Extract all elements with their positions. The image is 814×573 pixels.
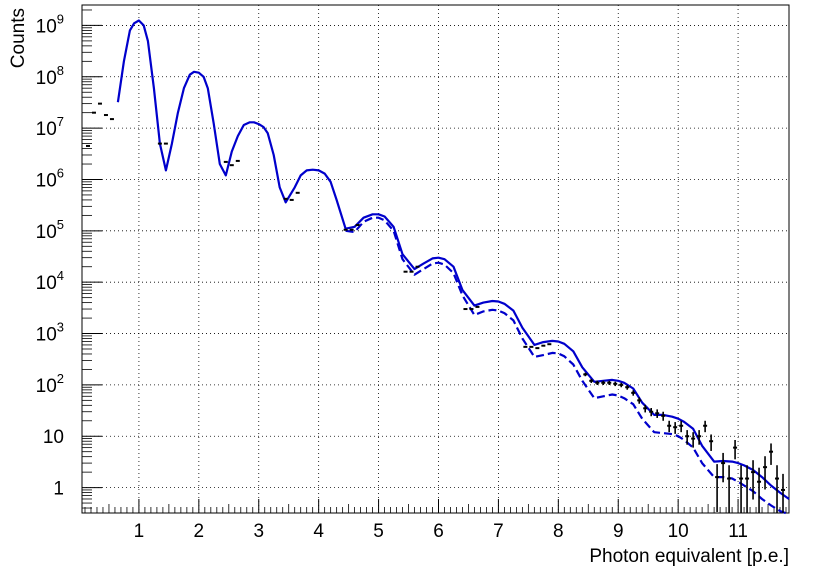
data-point [667, 420, 672, 433]
data-point [769, 443, 774, 465]
data-point [643, 404, 648, 413]
data-point [739, 465, 744, 513]
x-tick-label: 3 [253, 521, 264, 542]
data-point [691, 432, 696, 448]
y-tick-label: 10 [43, 427, 64, 448]
y-tick-label: 106 [36, 165, 64, 191]
data-point [775, 465, 780, 513]
x-tick-label: 11 [728, 521, 748, 542]
data-point [715, 464, 720, 512]
data-points [85, 102, 786, 513]
data-point [583, 372, 588, 377]
data-point [679, 420, 684, 433]
data-point [721, 452, 726, 483]
data-point [649, 407, 654, 417]
data-point [589, 378, 594, 383]
data-point [757, 467, 762, 513]
x-tick-label: 8 [553, 521, 564, 542]
y-tick-label: 103 [36, 320, 64, 346]
y-axis-ticks: 1 10 102 103 104 105 106 107 108 109 [36, 11, 102, 500]
y-axis-label: Counts [8, 8, 29, 68]
data-point [595, 380, 600, 385]
y-tick-label: 102 [36, 371, 64, 397]
data-point [703, 420, 708, 433]
y-tick-label: 109 [36, 11, 64, 37]
x-axis-ticks: 1 2 3 4 5 6 7 8 9 10 11 [134, 499, 748, 542]
data-point [733, 439, 738, 460]
x-tick-label: 10 [668, 521, 689, 542]
x-tick-label: 5 [373, 521, 384, 542]
data-point [781, 473, 786, 513]
x-axis-label: Photon equivalent [p.e.] [589, 546, 789, 567]
x-tick-label: 2 [194, 521, 205, 542]
x-tick-label: 7 [493, 521, 504, 542]
data-point [619, 382, 624, 388]
data-point [625, 385, 630, 390]
y-tick-label: 105 [36, 217, 64, 243]
data-point [745, 465, 750, 513]
x-tick-label: 1 [134, 521, 145, 542]
y-minor-ticks [82, 9, 92, 509]
y-tick-label: 108 [36, 63, 64, 89]
grid-lines [82, 5, 789, 513]
data-point [673, 422, 678, 434]
plot-frame [81, 4, 790, 514]
x-minor-ticks [84, 504, 787, 513]
data-point [763, 456, 768, 490]
data-point [709, 434, 714, 451]
y-tick-label: 107 [36, 114, 64, 140]
data-point [637, 397, 642, 404]
fit-curves [116, 19, 790, 516]
x-tick-label: 6 [433, 521, 444, 542]
data-point [751, 460, 756, 500]
data-point [613, 381, 618, 387]
y-tick-label: 104 [36, 268, 64, 294]
data-point [697, 430, 702, 445]
data-point [727, 465, 732, 513]
data-point [655, 409, 660, 418]
x-tick-label: 9 [613, 521, 624, 542]
y-tick-label: 1 [53, 479, 64, 500]
x-tick-label: 4 [313, 521, 324, 542]
fit-curve-solid [116, 19, 790, 500]
data-point [631, 390, 636, 396]
data-point [685, 430, 690, 445]
data-point [601, 380, 606, 385]
data-point [661, 411, 666, 421]
data-point [607, 380, 612, 385]
